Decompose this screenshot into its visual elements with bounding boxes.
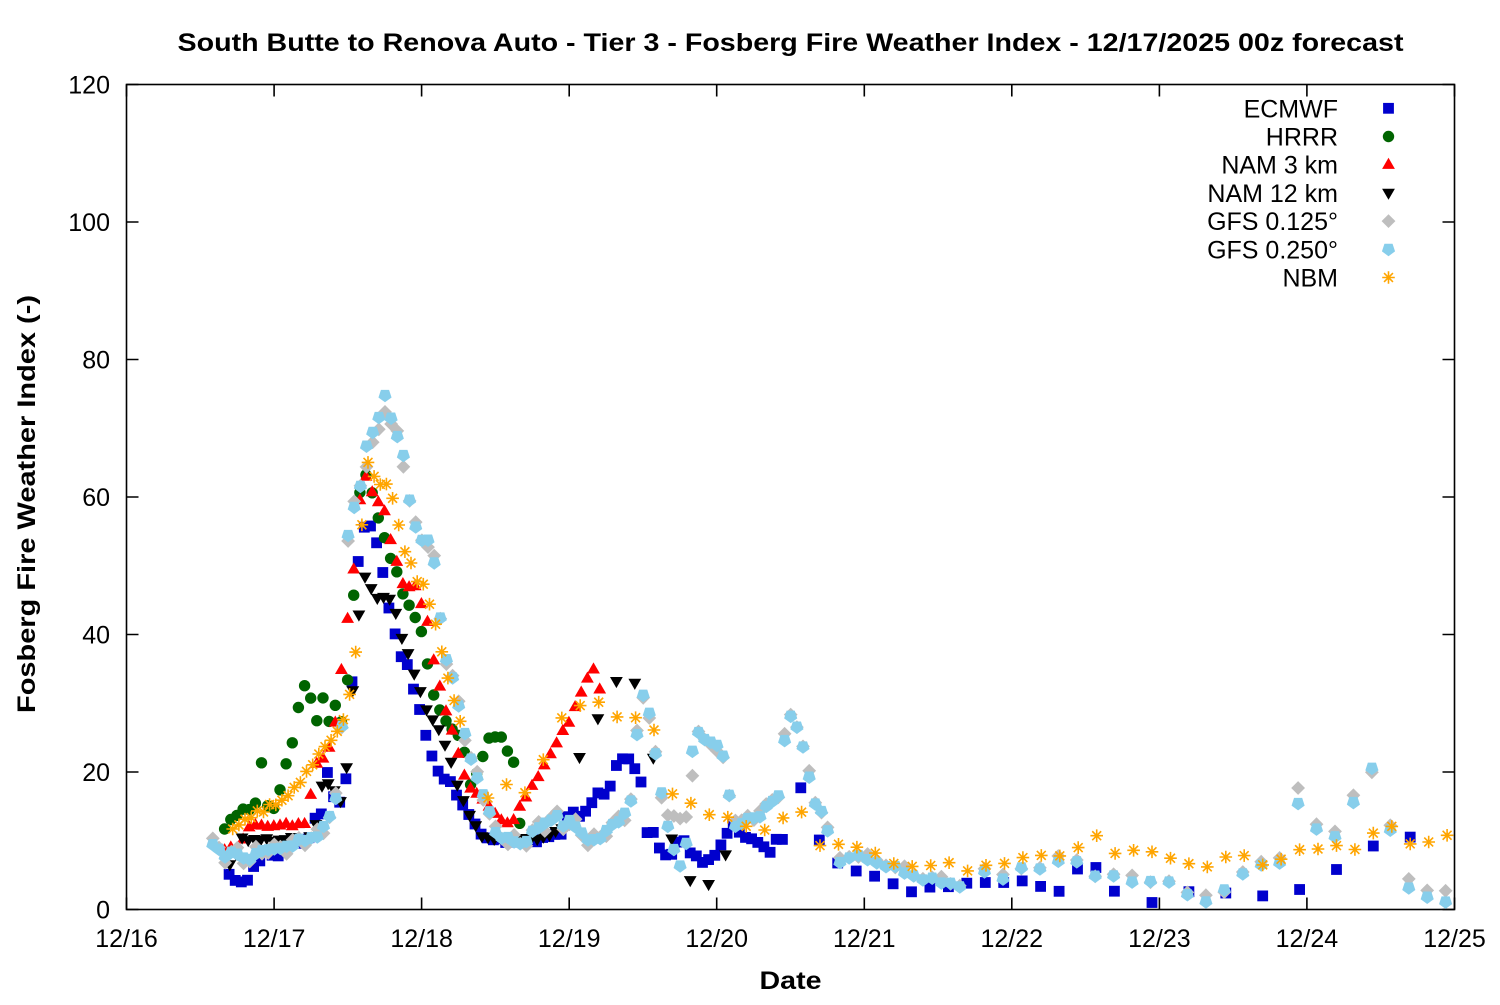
svg-text:12/18: 12/18	[390, 925, 453, 953]
svg-text:12/19: 12/19	[538, 925, 601, 953]
svg-text:80: 80	[82, 347, 110, 375]
svg-text:0: 0	[96, 897, 110, 925]
svg-text:100: 100	[68, 209, 110, 237]
svg-text:Fosberg Fire Weather Index (-): Fosberg Fire Weather Index (-)	[13, 295, 41, 713]
svg-text:120: 120	[68, 72, 110, 100]
svg-text:12/22: 12/22	[981, 925, 1044, 953]
svg-text:12/16: 12/16	[95, 925, 158, 953]
svg-text:12/25: 12/25	[1423, 925, 1486, 953]
svg-text:NAM 12 km: NAM 12 km	[1207, 180, 1338, 208]
svg-text:12/23: 12/23	[1128, 925, 1191, 953]
svg-text:12/21: 12/21	[833, 925, 896, 953]
svg-text:NAM 3 km: NAM 3 km	[1221, 152, 1338, 180]
svg-text:HRRR: HRRR	[1266, 124, 1338, 152]
svg-text:12/24: 12/24	[1276, 925, 1339, 953]
svg-text:ECMWF: ECMWF	[1244, 95, 1338, 123]
svg-text:60: 60	[82, 484, 110, 512]
svg-text:NBM: NBM	[1282, 265, 1338, 293]
svg-text:20: 20	[82, 759, 110, 787]
svg-text:40: 40	[82, 622, 110, 650]
svg-text:South Butte to Renova Auto - T: South Butte to Renova Auto - Tier 3 - Fo…	[178, 29, 1405, 57]
svg-text:12/20: 12/20	[685, 925, 748, 953]
svg-text:12/17: 12/17	[243, 925, 306, 953]
svg-text:GFS 0.250°: GFS 0.250°	[1207, 236, 1338, 264]
svg-text:Date: Date	[760, 967, 822, 995]
svg-text:GFS 0.125°: GFS 0.125°	[1207, 208, 1338, 236]
